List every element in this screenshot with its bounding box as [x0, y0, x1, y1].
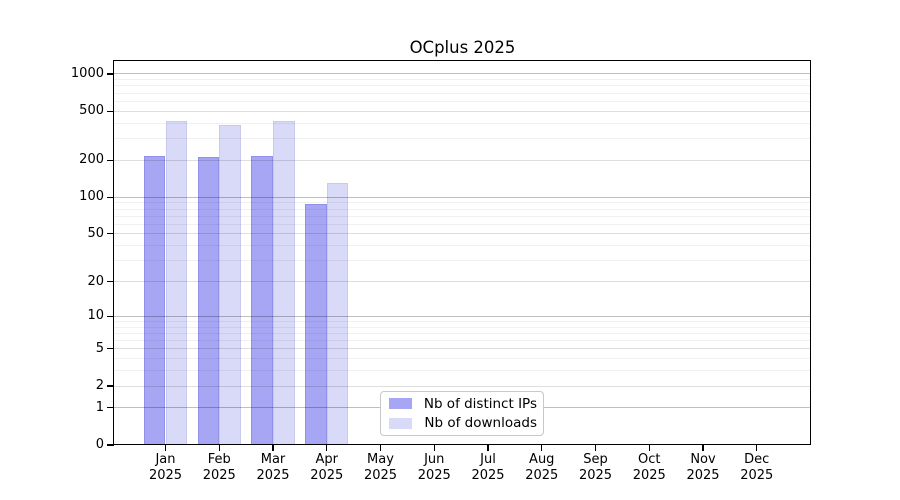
x-tick-mark: [594, 445, 597, 451]
y-tick-mark: [107, 315, 114, 317]
x-tick-month: Jan: [155, 452, 176, 467]
y-tick-label: 500: [79, 103, 104, 119]
y-tick-mark: [107, 407, 114, 409]
bar-downloads: [219, 124, 241, 445]
y-tick-label: 0: [95, 437, 104, 452]
x-tick-mark: [379, 445, 382, 451]
y-tick-mark: [107, 110, 114, 112]
x-tick-mark: [756, 445, 758, 451]
x-tick-year: 2025: [417, 467, 451, 483]
x-tick-mark: [272, 445, 274, 451]
x-tick-year: 2025: [256, 467, 290, 483]
y-tick-mark: [107, 444, 114, 446]
x-tick-label: Jul 2025: [453, 452, 523, 483]
x-tick-year: 2025: [471, 467, 505, 483]
gridline-minor: [114, 100, 811, 102]
x-tick-year: 2025: [740, 467, 774, 483]
y-tick-mark: [107, 73, 114, 75]
x-tick-year: 2025: [632, 467, 666, 483]
legend-label-distinct-ips: Nb of distinct IPs: [423, 395, 537, 412]
x-tick-label: Dec 2025: [722, 452, 792, 483]
x-tick-mark: [164, 445, 167, 451]
bar-distinct-ips: [143, 155, 166, 445]
y-tick-label: 100: [79, 189, 104, 205]
x-tick-mark: [648, 445, 650, 451]
legend: Nb of distinct IPs Nb of downloads: [380, 391, 544, 436]
legend-item-distinct-ips: Nb of distinct IPs: [387, 394, 537, 414]
x-tick-mark: [218, 445, 220, 451]
x-tick-label: Nov 2025: [668, 452, 738, 483]
x-tick-year: 2025: [578, 467, 613, 483]
y-tick-mark: [107, 196, 114, 198]
legend-swatch-distinct-ips-icon: [389, 398, 412, 410]
x-tick-year: 2025: [202, 467, 236, 483]
y-tick-mark: [107, 385, 114, 387]
x-tick-label: Jun 2025: [399, 452, 469, 483]
x-tick-label: Oct 2025: [614, 452, 684, 483]
x-tick-mark: [326, 445, 328, 451]
x-tick-year: 2025: [525, 467, 559, 483]
x-tick-year: 2025: [363, 467, 398, 483]
gridline-minor: [114, 122, 811, 124]
y-tick-mark: [107, 280, 114, 283]
y-tick-label: 5: [95, 340, 104, 356]
gridline-minor: [114, 85, 811, 87]
bar-distinct-ips: [251, 155, 273, 445]
x-tick-month: Mar: [260, 452, 286, 467]
x-tick-month: May: [367, 452, 394, 467]
legend-label-downloads: Nb of downloads: [424, 415, 537, 432]
x-tick-year: 2025: [148, 467, 183, 483]
x-tick-month: Oct: [638, 452, 661, 467]
x-tick-month: Apr: [315, 452, 339, 467]
gridline: [114, 73, 811, 75]
x-tick-month: Sep: [583, 452, 608, 467]
legend-swatch-downloads-icon: [389, 417, 413, 429]
bar-downloads: [273, 120, 295, 445]
x-tick-year: 2025: [686, 467, 720, 483]
y-tick-label: 2: [95, 378, 104, 393]
x-tick-label: Aug 2025: [507, 452, 577, 483]
x-tick-label: Jan 2025: [131, 452, 201, 483]
x-tick-month: Nov: [690, 452, 716, 467]
y-tick-mark: [107, 159, 114, 161]
x-tick-month: Jun: [424, 452, 445, 467]
y-tick-label: 200: [79, 152, 104, 168]
y-tick-label: 50: [87, 225, 104, 241]
y-tick-label: 1: [95, 399, 104, 415]
x-tick-mark: [702, 445, 704, 451]
x-tick-month: Jul: [480, 452, 496, 467]
gridline-minor: [114, 92, 811, 94]
bar-downloads: [326, 182, 349, 445]
y-tick-mark: [107, 233, 114, 235]
x-tick-year: 2025: [310, 467, 344, 483]
x-tick-label: Mar 2025: [238, 452, 308, 483]
y-tick-label: 10: [87, 308, 104, 324]
y-tick-mark: [107, 348, 114, 350]
x-tick-label: Feb 2025: [184, 452, 254, 483]
x-tick-month: Feb: [207, 452, 231, 467]
bar-distinct-ips: [305, 203, 327, 445]
legend-item-downloads: Nb of downloads: [387, 414, 537, 434]
x-tick-label: Apr 2025: [292, 452, 362, 483]
y-tick-label: 1000: [70, 65, 104, 81]
x-tick-label: Sep 2025: [561, 452, 631, 483]
chart-title: OCplus 2025: [409, 38, 516, 57]
x-tick-label: May 2025: [346, 452, 416, 483]
bar-downloads: [165, 120, 188, 445]
gridline-minor: [114, 79, 811, 81]
x-tick-month: Aug: [529, 452, 555, 467]
x-tick-mark: [433, 445, 435, 451]
gridline: [114, 110, 811, 112]
y-tick-label: 20: [87, 273, 104, 289]
plot-area: [114, 61, 811, 445]
x-tick-month: Dec: [744, 452, 770, 467]
bar-distinct-ips: [197, 157, 220, 445]
x-tick-mark: [541, 445, 543, 451]
x-tick-mark: [487, 445, 489, 451]
